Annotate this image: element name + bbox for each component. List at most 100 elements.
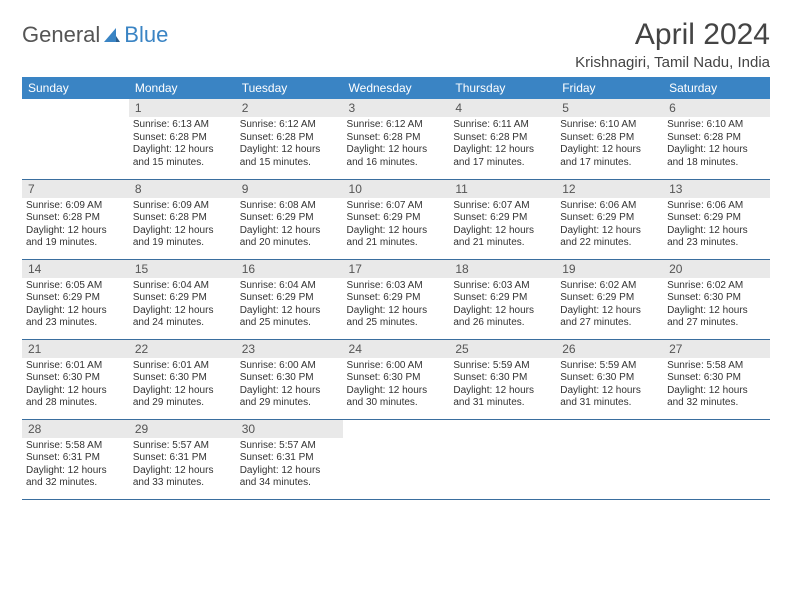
day-details: Sunrise: 6:00 AMSunset: 6:30 PMDaylight:… (343, 358, 450, 414)
calendar-cell: 29Sunrise: 5:57 AMSunset: 6:31 PMDayligh… (129, 419, 236, 499)
calendar-cell: 16Sunrise: 6:04 AMSunset: 6:29 PMDayligh… (236, 259, 343, 339)
sunset-text: Sunset: 6:29 PM (667, 212, 766, 225)
day-details: Sunrise: 5:58 AMSunset: 6:30 PMDaylight:… (663, 358, 770, 414)
sunset-text: Sunset: 6:29 PM (240, 292, 339, 305)
logo-sail-icon (102, 26, 122, 44)
sunset-text: Sunset: 6:30 PM (453, 372, 552, 385)
day-details: Sunrise: 6:08 AMSunset: 6:29 PMDaylight:… (236, 198, 343, 254)
sunset-text: Sunset: 6:30 PM (347, 372, 446, 385)
day-number: 30 (236, 420, 343, 438)
day-details: Sunrise: 6:12 AMSunset: 6:28 PMDaylight:… (236, 117, 343, 173)
calendar-cell: 30Sunrise: 5:57 AMSunset: 6:31 PMDayligh… (236, 419, 343, 499)
calendar-cell: 4Sunrise: 6:11 AMSunset: 6:28 PMDaylight… (449, 99, 556, 179)
sunrise-text: Sunrise: 6:13 AM (133, 119, 232, 132)
sunrise-text: Sunrise: 6:00 AM (240, 360, 339, 373)
day-number: 19 (556, 260, 663, 278)
daylight-text: Daylight: 12 hours and 23 minutes. (26, 305, 125, 330)
sunrise-text: Sunrise: 6:10 AM (560, 119, 659, 132)
header: General Blue April 2024 Krishnagiri, Tam… (22, 18, 770, 71)
daylight-text: Daylight: 12 hours and 15 minutes. (133, 144, 232, 169)
daylight-text: Daylight: 12 hours and 25 minutes. (240, 305, 339, 330)
sunset-text: Sunset: 6:30 PM (240, 372, 339, 385)
sunrise-text: Sunrise: 6:01 AM (26, 360, 125, 373)
daylight-text: Daylight: 12 hours and 26 minutes. (453, 305, 552, 330)
day-header: Friday (556, 77, 663, 99)
sunrise-text: Sunrise: 6:03 AM (347, 280, 446, 293)
sunrise-text: Sunrise: 6:02 AM (560, 280, 659, 293)
sunrise-text: Sunrise: 6:07 AM (347, 200, 446, 213)
day-number: 4 (449, 99, 556, 117)
sunrise-text: Sunrise: 6:07 AM (453, 200, 552, 213)
calendar-cell: 27Sunrise: 5:58 AMSunset: 6:30 PMDayligh… (663, 339, 770, 419)
sunset-text: Sunset: 6:29 PM (453, 292, 552, 305)
daylight-text: Daylight: 12 hours and 22 minutes. (560, 225, 659, 250)
daylight-text: Daylight: 12 hours and 21 minutes. (453, 225, 552, 250)
day-details: Sunrise: 6:03 AMSunset: 6:29 PMDaylight:… (343, 278, 450, 334)
sunrise-text: Sunrise: 5:57 AM (133, 440, 232, 453)
sunset-text: Sunset: 6:29 PM (347, 212, 446, 225)
sunrise-text: Sunrise: 6:06 AM (560, 200, 659, 213)
calendar-cell: 22Sunrise: 6:01 AMSunset: 6:30 PMDayligh… (129, 339, 236, 419)
day-details: Sunrise: 6:00 AMSunset: 6:30 PMDaylight:… (236, 358, 343, 414)
location-label: Krishnagiri, Tamil Nadu, India (575, 54, 770, 71)
daylight-text: Daylight: 12 hours and 27 minutes. (560, 305, 659, 330)
day-number: 28 (22, 420, 129, 438)
sunset-text: Sunset: 6:28 PM (26, 212, 125, 225)
calendar-cell: 11Sunrise: 6:07 AMSunset: 6:29 PMDayligh… (449, 179, 556, 259)
daylight-text: Daylight: 12 hours and 17 minutes. (453, 144, 552, 169)
day-number: 10 (343, 180, 450, 198)
daylight-text: Daylight: 12 hours and 21 minutes. (347, 225, 446, 250)
sunrise-text: Sunrise: 6:09 AM (26, 200, 125, 213)
day-number: 1 (129, 99, 236, 117)
calendar-cell: 9Sunrise: 6:08 AMSunset: 6:29 PMDaylight… (236, 179, 343, 259)
day-number: 15 (129, 260, 236, 278)
calendar-cell: 20Sunrise: 6:02 AMSunset: 6:30 PMDayligh… (663, 259, 770, 339)
day-number: 8 (129, 180, 236, 198)
sunrise-text: Sunrise: 6:11 AM (453, 119, 552, 132)
calendar-cell: 3Sunrise: 6:12 AMSunset: 6:28 PMDaylight… (343, 99, 450, 179)
sunrise-text: Sunrise: 6:03 AM (453, 280, 552, 293)
day-number: 24 (343, 340, 450, 358)
calendar-cell (343, 419, 450, 499)
day-number: 9 (236, 180, 343, 198)
day-number: 6 (663, 99, 770, 117)
calendar-cell (22, 99, 129, 179)
daylight-text: Daylight: 12 hours and 29 minutes. (133, 385, 232, 410)
day-number: 13 (663, 180, 770, 198)
daylight-text: Daylight: 12 hours and 17 minutes. (560, 144, 659, 169)
day-header: Wednesday (343, 77, 450, 99)
calendar-cell: 18Sunrise: 6:03 AMSunset: 6:29 PMDayligh… (449, 259, 556, 339)
calendar-cell: 2Sunrise: 6:12 AMSunset: 6:28 PMDaylight… (236, 99, 343, 179)
sunrise-text: Sunrise: 5:58 AM (26, 440, 125, 453)
day-number: 29 (129, 420, 236, 438)
day-header: Sunday (22, 77, 129, 99)
sunset-text: Sunset: 6:30 PM (667, 372, 766, 385)
sunset-text: Sunset: 6:28 PM (347, 132, 446, 145)
day-number: 14 (22, 260, 129, 278)
sunset-text: Sunset: 6:28 PM (560, 132, 659, 145)
sunset-text: Sunset: 6:31 PM (26, 452, 125, 465)
logo-text-2: Blue (124, 22, 168, 48)
daylight-text: Daylight: 12 hours and 20 minutes. (240, 225, 339, 250)
calendar-cell: 19Sunrise: 6:02 AMSunset: 6:29 PMDayligh… (556, 259, 663, 339)
calendar-cell: 8Sunrise: 6:09 AMSunset: 6:28 PMDaylight… (129, 179, 236, 259)
sunrise-text: Sunrise: 6:10 AM (667, 119, 766, 132)
day-details: Sunrise: 6:01 AMSunset: 6:30 PMDaylight:… (129, 358, 236, 414)
day-details: Sunrise: 6:03 AMSunset: 6:29 PMDaylight:… (449, 278, 556, 334)
day-number: 21 (22, 340, 129, 358)
day-number: 16 (236, 260, 343, 278)
calendar-row: 28Sunrise: 5:58 AMSunset: 6:31 PMDayligh… (22, 419, 770, 499)
daylight-text: Daylight: 12 hours and 32 minutes. (667, 385, 766, 410)
day-details: Sunrise: 5:57 AMSunset: 6:31 PMDaylight:… (129, 438, 236, 494)
daylight-text: Daylight: 12 hours and 16 minutes. (347, 144, 446, 169)
sunset-text: Sunset: 6:28 PM (240, 132, 339, 145)
day-number: 27 (663, 340, 770, 358)
sunrise-text: Sunrise: 6:06 AM (667, 200, 766, 213)
sunset-text: Sunset: 6:31 PM (240, 452, 339, 465)
day-number: 23 (236, 340, 343, 358)
daylight-text: Daylight: 12 hours and 27 minutes. (667, 305, 766, 330)
calendar-cell: 5Sunrise: 6:10 AMSunset: 6:28 PMDaylight… (556, 99, 663, 179)
daylight-text: Daylight: 12 hours and 34 minutes. (240, 465, 339, 490)
title-block: April 2024 Krishnagiri, Tamil Nadu, Indi… (575, 18, 770, 71)
sunset-text: Sunset: 6:30 PM (560, 372, 659, 385)
